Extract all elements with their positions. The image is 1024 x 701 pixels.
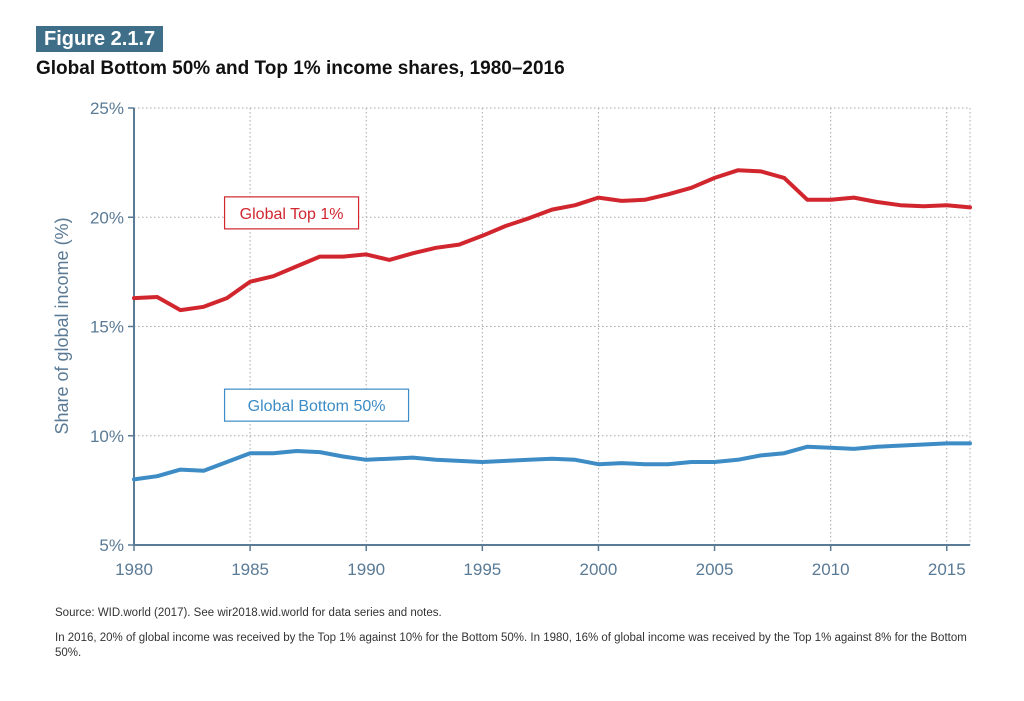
y-tick-label: 10% [90, 427, 124, 446]
bottom50-series-line [132, 441, 972, 482]
x-tick-label: 1995 [463, 560, 501, 579]
top1-series-line [132, 168, 972, 313]
description-note: In 2016, 20% of global income was receiv… [55, 632, 967, 659]
top1-series-label: Global Top 1% [223, 196, 360, 230]
y-tick-label: 25% [90, 99, 124, 118]
x-tick-label: 1990 [347, 560, 385, 579]
x-tick-label: 1985 [231, 560, 269, 579]
y-tick-label: 20% [90, 208, 124, 227]
series-labels: Global Top 1% Global Bottom 50% [223, 196, 410, 422]
series-label-box [223, 388, 410, 422]
x-tick-label: 1980 [115, 560, 153, 579]
grid [134, 107, 971, 545]
source-note: Source: WID.world (2017). See wir2018.wi… [55, 607, 442, 619]
bottom50-series-label: Global Bottom 50% [223, 388, 410, 422]
x-tick-label: 2000 [580, 560, 618, 579]
y-tick-label: 5% [99, 536, 124, 555]
series-label-text: Global Top 1% [240, 206, 344, 223]
x-tick-label: 2015 [928, 560, 966, 579]
figure-label: Figure 2.1.7 [36, 26, 164, 52]
x-tick-label: 2010 [812, 560, 850, 579]
series-label-text: Global Bottom 50% [248, 398, 386, 415]
x-axis-ticks: 1980 1985 1990 1995 2000 2005 2010 2015 [115, 545, 966, 579]
x-tick-label: 2005 [696, 560, 734, 579]
y-tick-label: 15% [90, 318, 124, 337]
series-label-box [223, 196, 360, 230]
y-axis-label: Share of global income (%) [52, 217, 72, 434]
figure-title: Global Bottom 50% and Top 1% income shar… [36, 58, 565, 79]
y-axis-ticks: 5% 10% 15% 20% 25% [90, 99, 134, 555]
series-lines [132, 168, 972, 482]
